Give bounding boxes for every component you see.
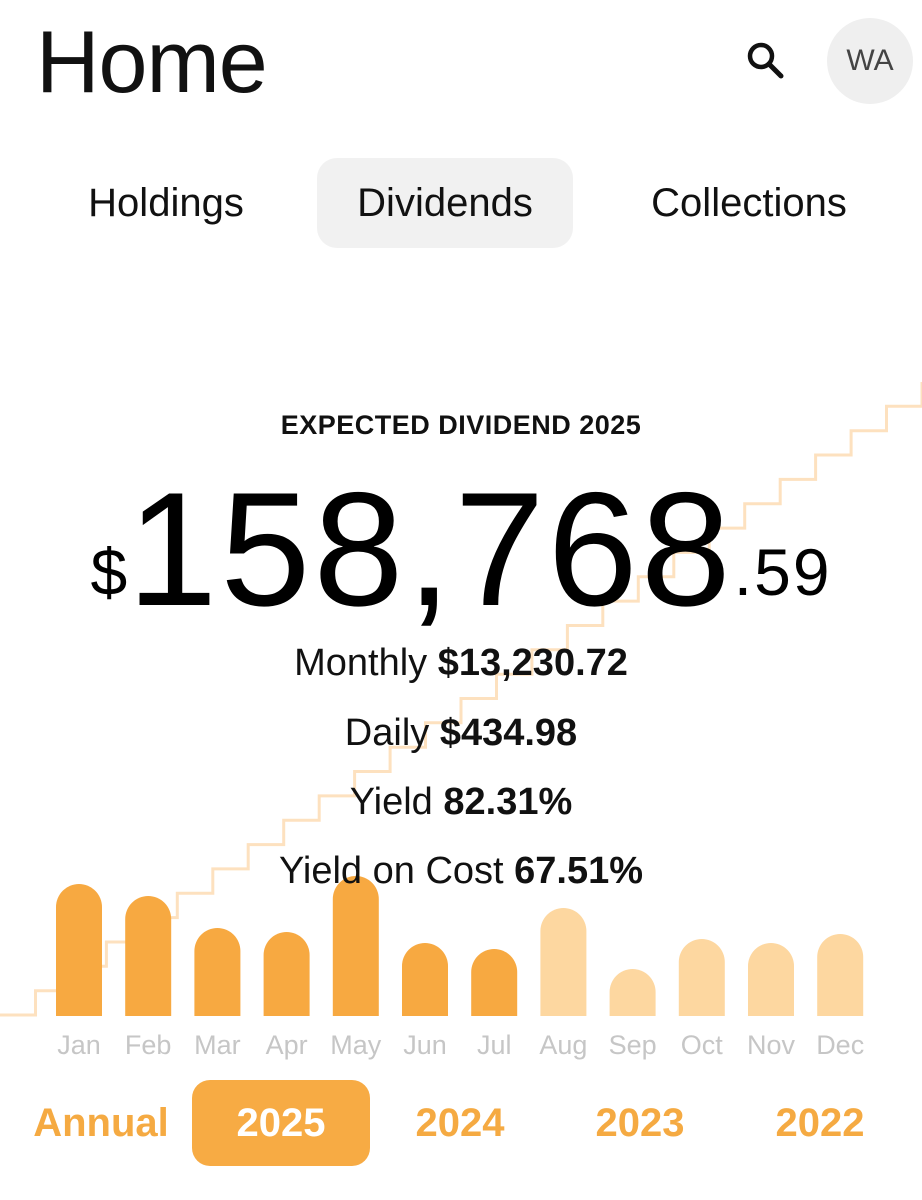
month-label-sep: Sep	[609, 1030, 657, 1060]
amount-main: 158,768	[127, 459, 734, 640]
month-label-jul: Jul	[477, 1030, 512, 1060]
tab-bar: Holdings Dividends Collections	[0, 158, 922, 248]
year-selector: Annual 2025 2024 2023 2022	[0, 1080, 922, 1166]
bar-may[interactable]	[332, 876, 379, 1016]
stat-label: Daily	[344, 712, 430, 754]
bar-jul[interactable]	[471, 949, 518, 1016]
bar-feb[interactable]	[125, 896, 172, 1016]
stat-label: Monthly	[294, 642, 428, 684]
search-button[interactable]	[740, 36, 792, 88]
avatar[interactable]: WA	[827, 18, 913, 104]
bar-sep[interactable]	[609, 969, 656, 1016]
bar-jan[interactable]	[56, 884, 102, 1016]
month-label-jan: Jan	[57, 1030, 101, 1060]
year-annual[interactable]: Annual	[33, 1100, 169, 1145]
stat-value: 67.51%	[514, 850, 644, 892]
month-label-apr: Apr	[266, 1030, 308, 1060]
stat-value: $13,230.72	[437, 642, 628, 684]
tab-collections[interactable]: Collections	[651, 180, 847, 225]
year-2023[interactable]: 2023	[595, 1100, 685, 1145]
year-2024[interactable]: 2024	[415, 1100, 505, 1145]
year-2025[interactable]: 2025	[192, 1080, 370, 1166]
summary-heading: EXPECTED DIVIDEND 2025	[280, 410, 642, 440]
bar-dec[interactable]	[817, 934, 864, 1016]
month-label-jun: Jun	[403, 1030, 447, 1060]
bar-aug[interactable]	[540, 908, 587, 1016]
month-label-may: May	[330, 1030, 382, 1060]
bar-jun[interactable]	[402, 943, 448, 1016]
stat-label: Yield	[349, 781, 433, 823]
expected-dividend-amount: $158,768.59	[0, 469, 922, 631]
month-label-aug: Aug	[539, 1030, 587, 1060]
amount-cents: .59	[733, 535, 832, 609]
year-2022[interactable]: 2022	[775, 1100, 865, 1145]
stat-yield-on-cost: Yield on Cost 67.51%	[0, 850, 922, 893]
monthly-dividend-chart: Jan Feb Mar Apr May Jun Jul Aug Sep Oct Nov Dec	[56, 876, 864, 1060]
page-title: Home	[36, 12, 268, 111]
month-label-dec: Dec	[816, 1030, 864, 1060]
search-icon	[747, 42, 784, 79]
month-label-oct: Oct	[681, 1030, 724, 1060]
bar-mar[interactable]	[194, 928, 241, 1016]
month-label-mar: Mar	[194, 1030, 241, 1060]
month-label-feb: Feb	[125, 1030, 172, 1060]
currency-symbol: $	[90, 535, 128, 609]
month-label-nov: Nov	[747, 1030, 796, 1060]
bar-apr[interactable]	[263, 932, 310, 1016]
bar-nov[interactable]	[748, 943, 794, 1016]
tab-dividends[interactable]: Dividends	[317, 158, 573, 248]
bar-oct[interactable]	[678, 939, 725, 1016]
stat-monthly: Monthly $13,230.72	[0, 642, 922, 685]
stat-daily: Daily $434.98	[0, 712, 922, 755]
tab-holdings[interactable]: Holdings	[88, 180, 244, 225]
stat-yield: Yield 82.31%	[0, 781, 922, 824]
stat-value: $434.98	[439, 712, 578, 754]
stat-label: Yield on Cost	[278, 850, 504, 892]
stat-value: 82.31%	[443, 781, 573, 823]
